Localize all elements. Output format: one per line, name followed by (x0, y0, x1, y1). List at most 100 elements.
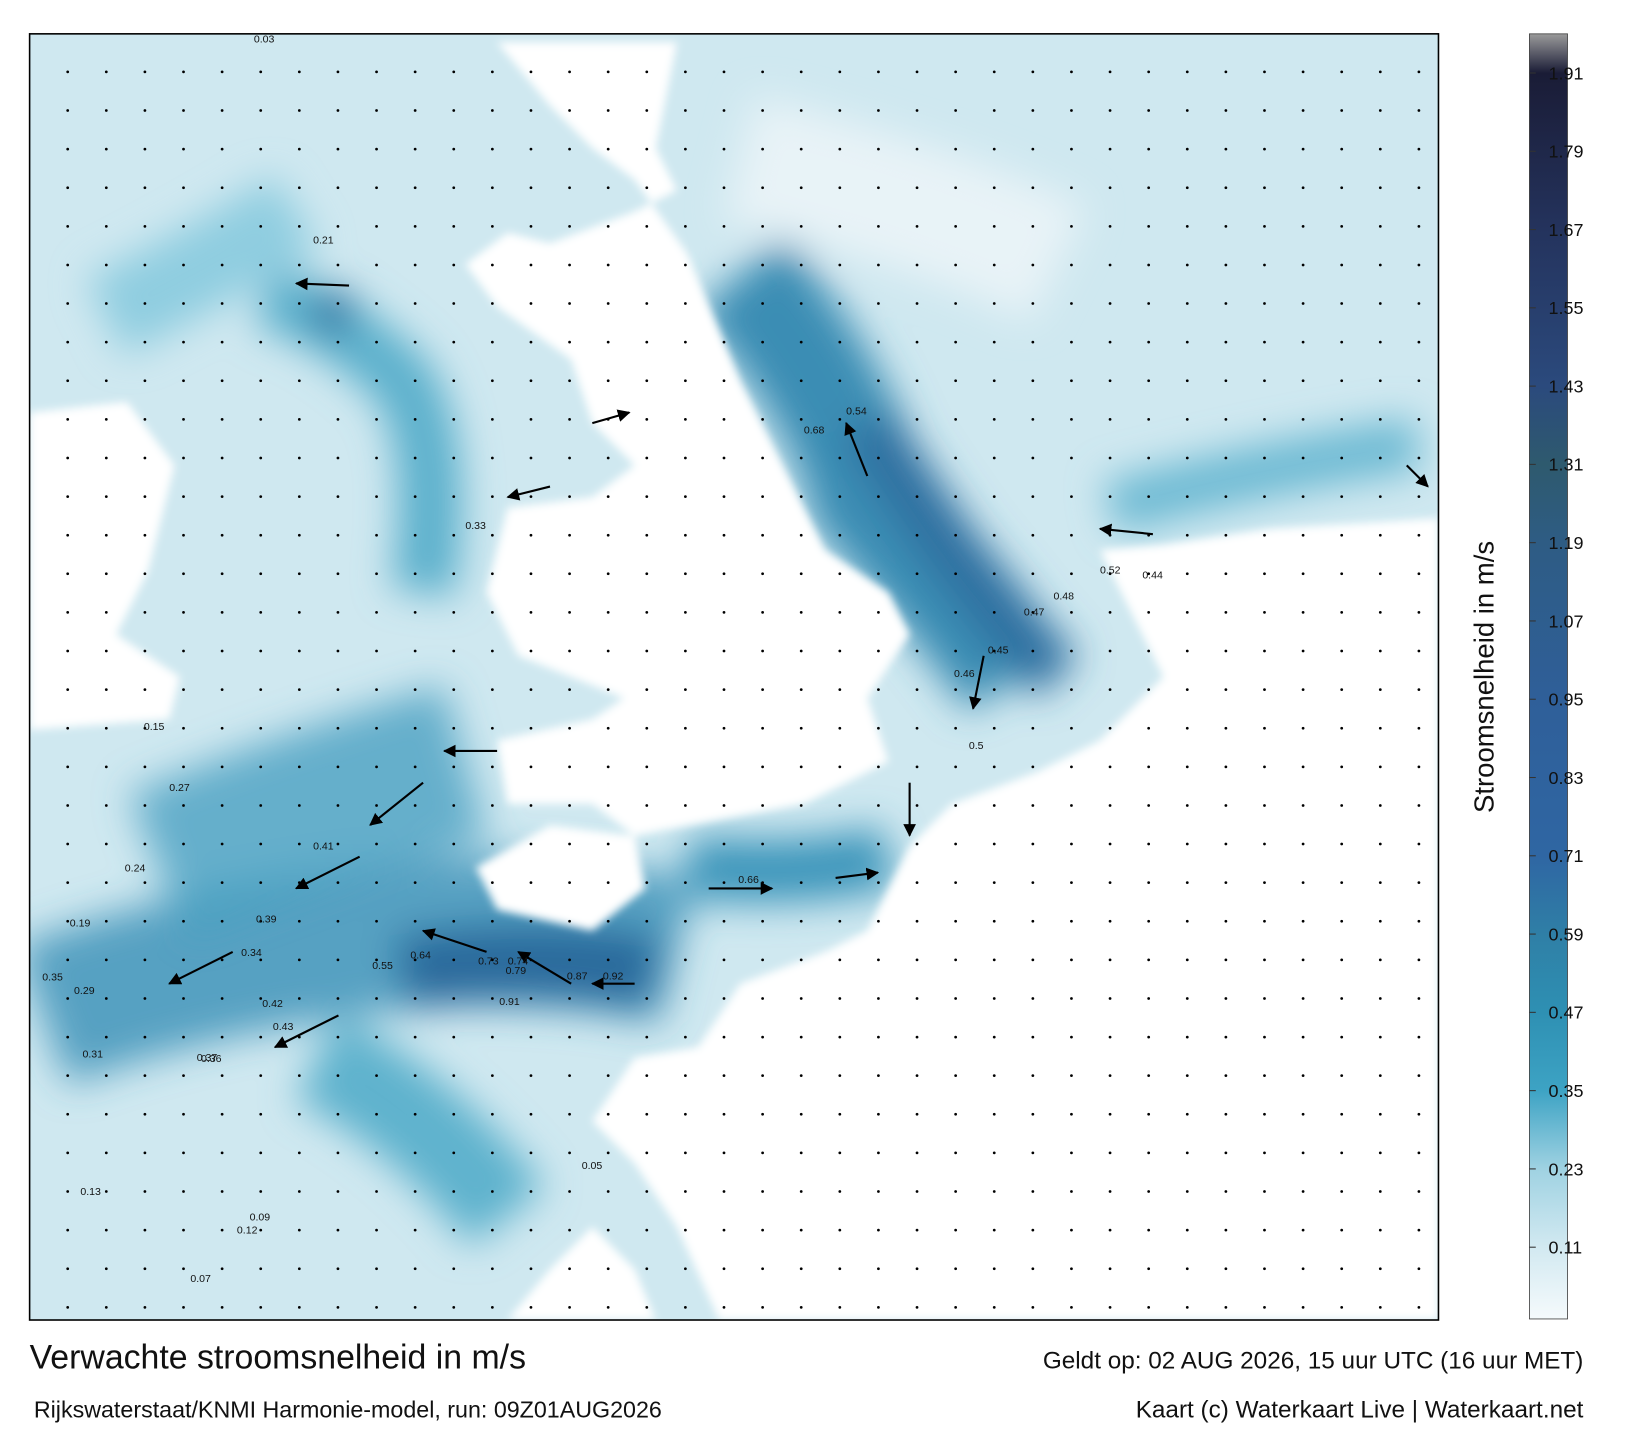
grid-dot (490, 340, 494, 344)
grid-dot (1378, 456, 1382, 460)
grid-dot (259, 456, 263, 460)
grid-dot (66, 842, 70, 846)
grid-dot (1378, 70, 1382, 74)
speed-label: 0.47 (1024, 607, 1045, 619)
grid-dot (954, 688, 958, 691)
grid-dot (143, 186, 147, 190)
grid-dot (1340, 340, 1344, 344)
grid-dot (954, 611, 958, 614)
grid-dot (413, 224, 417, 228)
grid-dot (297, 109, 301, 112)
grid-dot (1263, 649, 1266, 653)
grid-dot (1301, 495, 1305, 498)
grid-dot (1224, 456, 1228, 460)
grid-dot (799, 1035, 803, 1039)
grid-dot (143, 997, 147, 1000)
grid-dot (104, 997, 108, 1000)
grid-dot (1263, 611, 1266, 614)
grid-dot (568, 186, 571, 190)
grid-dot (799, 418, 803, 421)
grid-dot (1224, 340, 1228, 344)
grid-dot (838, 147, 842, 151)
grid-dot (761, 186, 764, 190)
grid-dot (1224, 726, 1228, 730)
grid-dot (336, 1190, 340, 1193)
grid-dot (1070, 1035, 1073, 1039)
grid-dot (1263, 70, 1266, 74)
grid-dot (1417, 881, 1421, 885)
grid-dot (606, 340, 610, 344)
grid-dot (413, 1074, 417, 1078)
grid-dot (1108, 611, 1112, 614)
grid-dot (1031, 263, 1035, 267)
grid-dot (645, 765, 649, 769)
grid-dot (568, 726, 571, 730)
grid-dot (606, 379, 610, 383)
grid-dot (954, 842, 958, 846)
grid-dot (1340, 688, 1344, 691)
grid-dot (1185, 881, 1189, 885)
grid-dot (992, 1112, 996, 1116)
grid-dot (838, 1151, 842, 1155)
grid-dot (1340, 919, 1344, 923)
colorbar-tick-label: 0.23 (1548, 1159, 1583, 1179)
grid-dot (915, 263, 919, 267)
grid-dot (954, 572, 958, 576)
grid-dot (799, 881, 803, 885)
grid-dot (1108, 726, 1112, 730)
grid-dot (182, 147, 185, 151)
grid-dot (1147, 726, 1151, 730)
grid-dot (259, 418, 263, 421)
grid-dot (490, 302, 494, 305)
grid-dot (606, 881, 610, 885)
grid-dot (1301, 997, 1305, 1000)
grid-dot (336, 495, 340, 498)
speed-label: 0.64 (410, 949, 431, 961)
grid-dot (336, 1112, 340, 1116)
grid-dot (143, 147, 147, 151)
grid-dot (915, 186, 919, 190)
grid-dot (606, 495, 610, 498)
grid-dot (1378, 302, 1382, 305)
grid-dot (915, 379, 919, 383)
grid-dot (877, 958, 880, 962)
grid-dot (259, 1112, 263, 1116)
grid-dot (1263, 572, 1266, 576)
colorbar-tick-label: 1.43 (1548, 376, 1583, 396)
grid-dot (182, 765, 185, 769)
grid-dot (877, 1112, 880, 1116)
grid-dot (1378, 649, 1382, 653)
grid-dot (375, 688, 378, 691)
grid-dot (1301, 726, 1305, 730)
grid-dot (182, 70, 185, 74)
grid-dot (1417, 533, 1421, 537)
grid-dot (104, 572, 108, 576)
grid-dot (1147, 1112, 1151, 1116)
grid-dot (877, 302, 880, 305)
grid-dot (1340, 611, 1344, 614)
grid-dot (259, 1190, 263, 1193)
grid-dot (143, 379, 147, 383)
grid-dot (375, 765, 378, 769)
grid-dot (1031, 765, 1035, 769)
grid-dot (1340, 804, 1344, 807)
grid-dot (1301, 1112, 1305, 1116)
grid-dot (606, 688, 610, 691)
grid-dot (143, 340, 147, 344)
grid-dot (684, 456, 687, 460)
speed-label: 0.44 (1142, 570, 1163, 582)
grid-dot (529, 1151, 533, 1155)
grid-dot (1378, 1190, 1382, 1193)
grid-dot (645, 340, 649, 344)
speed-label: 0.74 (508, 956, 529, 968)
grid-dot (722, 804, 726, 807)
grid-dot (684, 1267, 687, 1271)
grid-dot (1340, 302, 1344, 305)
grid-dot (1031, 1267, 1035, 1271)
grid-dot (838, 379, 842, 383)
grid-dot (375, 533, 378, 537)
grid-dot (568, 881, 571, 885)
grid-dot (1263, 1035, 1266, 1039)
grid-dot (375, 1228, 378, 1232)
grid-dot (490, 1074, 494, 1078)
